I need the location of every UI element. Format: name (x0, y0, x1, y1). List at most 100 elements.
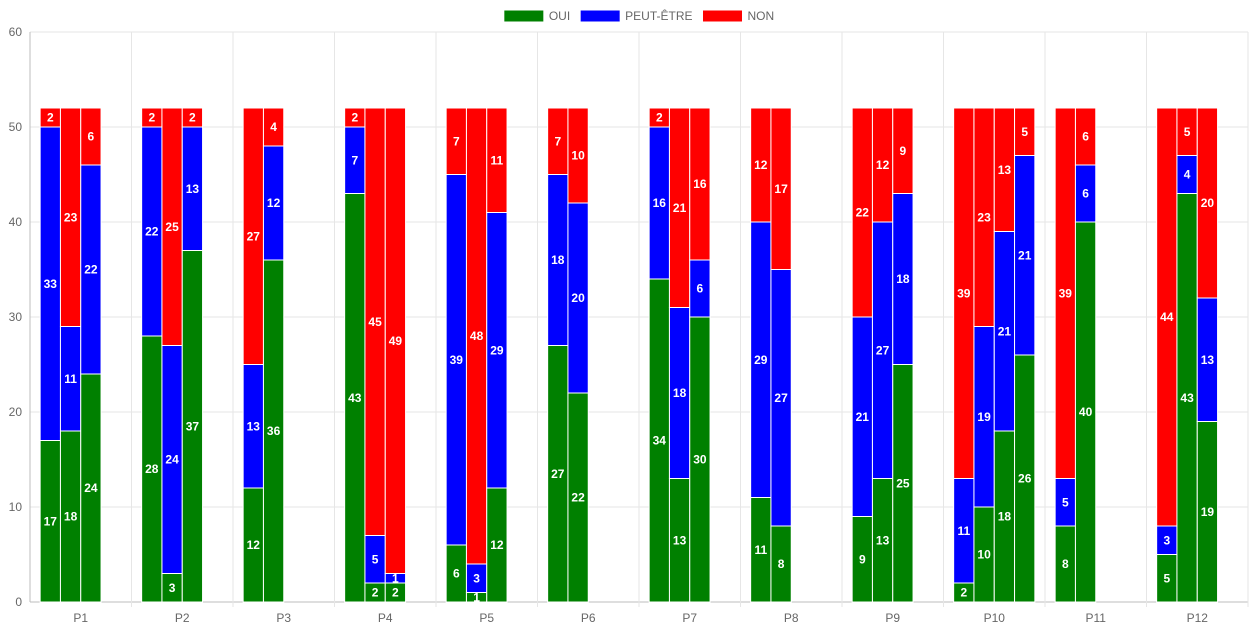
data-label: 2 (189, 111, 196, 125)
y-tick-label: 50 (9, 120, 23, 134)
data-label: 6 (1082, 130, 1089, 144)
data-label: 18 (896, 272, 910, 286)
data-label: 21 (856, 410, 870, 424)
bar-P7-1[interactable]: 34 16 2 (648, 107, 670, 603)
legend-label: OUI (549, 9, 570, 23)
bar-P10-1[interactable]: 2 11 39 (953, 107, 975, 603)
data-label: 1 (473, 590, 480, 604)
bar-P6-1[interactable]: 27 18 7 (547, 107, 569, 603)
bar-segment-non[interactable] (1074, 107, 1097, 166)
data-label: 27 (774, 391, 788, 405)
data-label: 2 (351, 111, 358, 125)
bar-segment-non[interactable] (262, 107, 285, 147)
bar-P1-1[interactable]: 17 33 2 (39, 107, 61, 603)
bar-P1-2[interactable]: 18 11 23 (59, 107, 82, 603)
data-label: 4 (270, 120, 277, 134)
data-label: 40 (1079, 405, 1093, 419)
data-label: 11 (491, 153, 504, 167)
data-label: 43 (348, 391, 362, 405)
bar-P4-1[interactable]: 43 7 2 (344, 107, 366, 603)
bar-P5-2[interactable]: 1 3 48 (465, 107, 488, 604)
data-label: 21 (998, 324, 1012, 338)
bar-P11-2[interactable]: 40 6 6 (1074, 107, 1097, 603)
data-label: 25 (165, 220, 179, 234)
bar-P11-1[interactable]: 8 5 39 (1054, 107, 1076, 603)
data-label: 45 (368, 315, 382, 329)
bar-P4-2[interactable]: 2 5 45 (364, 107, 386, 603)
data-label: 4 (1184, 168, 1191, 182)
bar-P1-3[interactable]: 24 22 6 (80, 107, 102, 603)
y-axis: 0 10 20 30 40 50 60 (9, 25, 23, 609)
bar-segment-non[interactable] (892, 107, 914, 194)
bar-P9-2[interactable]: 13 27 12 (871, 107, 894, 603)
data-label: 33 (44, 277, 58, 291)
bar-P2-2[interactable]: 3 24 25 (161, 107, 183, 603)
legend[interactable]: OUI PEUT-ÊTRE NON (503, 8, 775, 23)
bar-P8-1[interactable]: 11 29 12 (750, 107, 772, 603)
data-label: 29 (754, 353, 768, 367)
bar-segment-non[interactable] (1196, 107, 1219, 299)
bar-P12-2[interactable]: 43 4 5 (1176, 107, 1198, 603)
bar-segment-non[interactable] (80, 107, 102, 166)
bar-P9-1[interactable]: 9 21 22 (851, 107, 873, 603)
bar-segment-non[interactable] (1014, 107, 1036, 156)
bar-segment-non[interactable] (567, 107, 589, 204)
legend-item-0[interactable]: OUI (503, 9, 570, 23)
data-label: 21 (1018, 248, 1032, 262)
bar-segment-non[interactable] (486, 107, 508, 213)
bar-P7-2[interactable]: 13 18 21 (668, 107, 691, 603)
data-label: 39 (1059, 286, 1073, 300)
bar-P10-2[interactable]: 10 19 23 (973, 107, 995, 603)
bar-P9-3[interactable]: 25 18 9 (892, 107, 914, 603)
grid-lines (29, 31, 1249, 607)
data-label: 2 (372, 586, 379, 600)
bar-P2-3[interactable]: 37 13 2 (181, 107, 204, 603)
data-label: 25 (896, 476, 910, 490)
bar-segment-non[interactable] (384, 107, 407, 574)
bar-P7-3[interactable]: 30 6 16 (689, 107, 711, 603)
y-tick-label: 10 (9, 500, 23, 514)
bar-P10-4[interactable]: 26 21 5 (1014, 107, 1036, 603)
data-label: 36 (267, 424, 281, 438)
bar-P12-3[interactable]: 19 13 20 (1196, 107, 1219, 603)
bar-segment-non[interactable] (181, 107, 204, 128)
bar-P4-3[interactable]: 21 49 (384, 107, 407, 603)
bar-P10-3[interactable]: 18 21 13 (993, 107, 1016, 603)
data-label: 13 (1201, 353, 1215, 367)
data-label: 2 (392, 586, 399, 600)
data-label: 26 (1018, 472, 1032, 486)
data-label: 13 (673, 533, 687, 547)
data-label: 18 (673, 386, 687, 400)
legend-item-2[interactable]: NON (702, 9, 775, 23)
data-label: 12 (490, 538, 504, 552)
bar-segment-non[interactable] (689, 107, 711, 261)
data-label: 48 (470, 329, 484, 343)
data-label: 22 (145, 225, 159, 239)
bar-P5-1[interactable]: 6 39 7 (445, 107, 467, 603)
y-tick-label: 30 (9, 310, 23, 324)
data-label: 3 (169, 581, 176, 595)
bar-P12-1[interactable]: 5 3 44 (1156, 107, 1178, 603)
data-label: 37 (186, 419, 200, 433)
bar-P6-2[interactable]: 22 20 10 (567, 107, 589, 603)
legend-item-1[interactable]: PEUT-ÊTRE (579, 8, 693, 23)
y-tick-label: 40 (9, 215, 23, 229)
bar-P3-2[interactable]: 36 12 4 (262, 107, 285, 603)
bar-P5-3[interactable]: 12 29 11 (486, 107, 508, 603)
data-label: 2 (960, 586, 967, 600)
data-label: 20 (571, 291, 585, 305)
data-label: 6 (453, 567, 460, 581)
data-label: 49 (389, 334, 403, 348)
bar-P3-1[interactable]: 12 13 27 (242, 107, 264, 603)
bar-segment-non[interactable] (770, 107, 792, 270)
bar-P8-2[interactable]: 8 27 17 (770, 107, 792, 603)
data-label: 11 (64, 372, 77, 386)
x-tick-label: P7 (682, 611, 697, 625)
data-label: 24 (84, 481, 98, 495)
data-label: 23 (64, 210, 78, 224)
data-label: 6 (1082, 187, 1089, 201)
data-label: 39 (957, 286, 971, 300)
data-label: 5 (1021, 125, 1028, 139)
data-label: 6 (697, 282, 704, 296)
